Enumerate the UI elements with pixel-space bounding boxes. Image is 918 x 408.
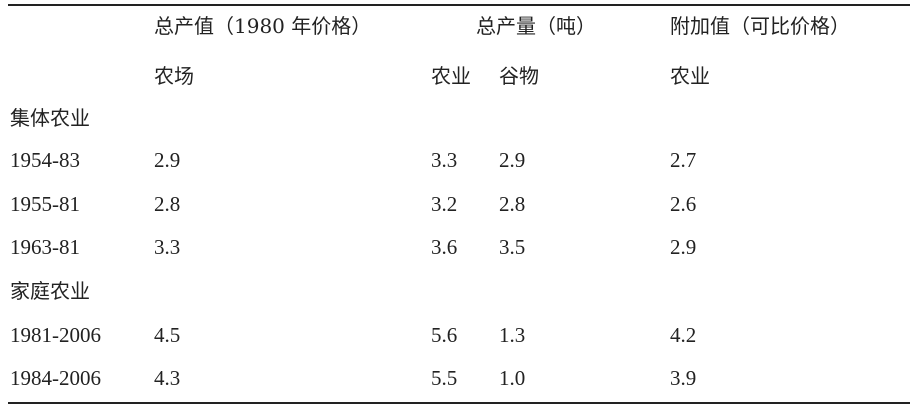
output-grain-cell: 1.0 bbox=[499, 366, 526, 390]
period-cell: 1984-2006 bbox=[10, 366, 101, 390]
growth-rate-table: 总产值（1980 年价格） 总产量（吨） 附加值（可比价格） 农场 农业 谷物 … bbox=[8, 0, 910, 404]
period-cell: 1954-83 bbox=[10, 148, 80, 172]
value-added-cell: 2.6 bbox=[670, 192, 697, 216]
section-label-household: 家庭农业 bbox=[10, 279, 90, 303]
value-added-cell: 4.2 bbox=[670, 323, 697, 347]
period-cell: 1955-81 bbox=[10, 192, 80, 216]
value-added-cell: 2.9 bbox=[670, 235, 697, 259]
gross-value-cell: 4.3 bbox=[154, 366, 181, 390]
subheader-farm: 农场 bbox=[154, 64, 194, 88]
output-grain-cell: 2.9 bbox=[499, 148, 526, 172]
output-grain-cell: 2.8 bbox=[499, 192, 526, 216]
top-rule bbox=[8, 4, 910, 6]
period-cell: 1963-81 bbox=[10, 235, 80, 259]
gross-value-cell: 2.8 bbox=[154, 192, 181, 216]
header-gross-value: 总产值（1980 年价格） bbox=[154, 14, 372, 38]
period-cell: 1981-2006 bbox=[10, 323, 101, 347]
header-value-added: 附加值（可比价格） bbox=[670, 14, 850, 38]
output-agriculture-cell: 5.5 bbox=[431, 366, 458, 390]
output-agriculture-cell: 3.3 bbox=[431, 148, 458, 172]
section-label-collective: 集体农业 bbox=[10, 106, 90, 130]
output-grain-cell: 3.5 bbox=[499, 235, 526, 259]
header-gross-output: 总产量（吨） bbox=[476, 14, 596, 38]
output-agriculture-cell: 3.6 bbox=[431, 235, 458, 259]
gross-value-cell: 2.9 bbox=[154, 148, 181, 172]
output-agriculture-cell: 3.2 bbox=[431, 192, 458, 216]
gross-value-cell: 3.3 bbox=[154, 235, 181, 259]
subheader-agriculture: 农业 bbox=[431, 64, 471, 88]
output-agriculture-cell: 5.6 bbox=[431, 323, 458, 347]
bottom-rule bbox=[8, 402, 910, 404]
value-added-cell: 3.9 bbox=[670, 366, 697, 390]
output-grain-cell: 1.3 bbox=[499, 323, 526, 347]
gross-value-cell: 4.5 bbox=[154, 323, 181, 347]
subheader-agriculture-value-added: 农业 bbox=[670, 64, 710, 88]
subheader-grain: 谷物 bbox=[499, 64, 539, 88]
value-added-cell: 2.7 bbox=[670, 148, 697, 172]
